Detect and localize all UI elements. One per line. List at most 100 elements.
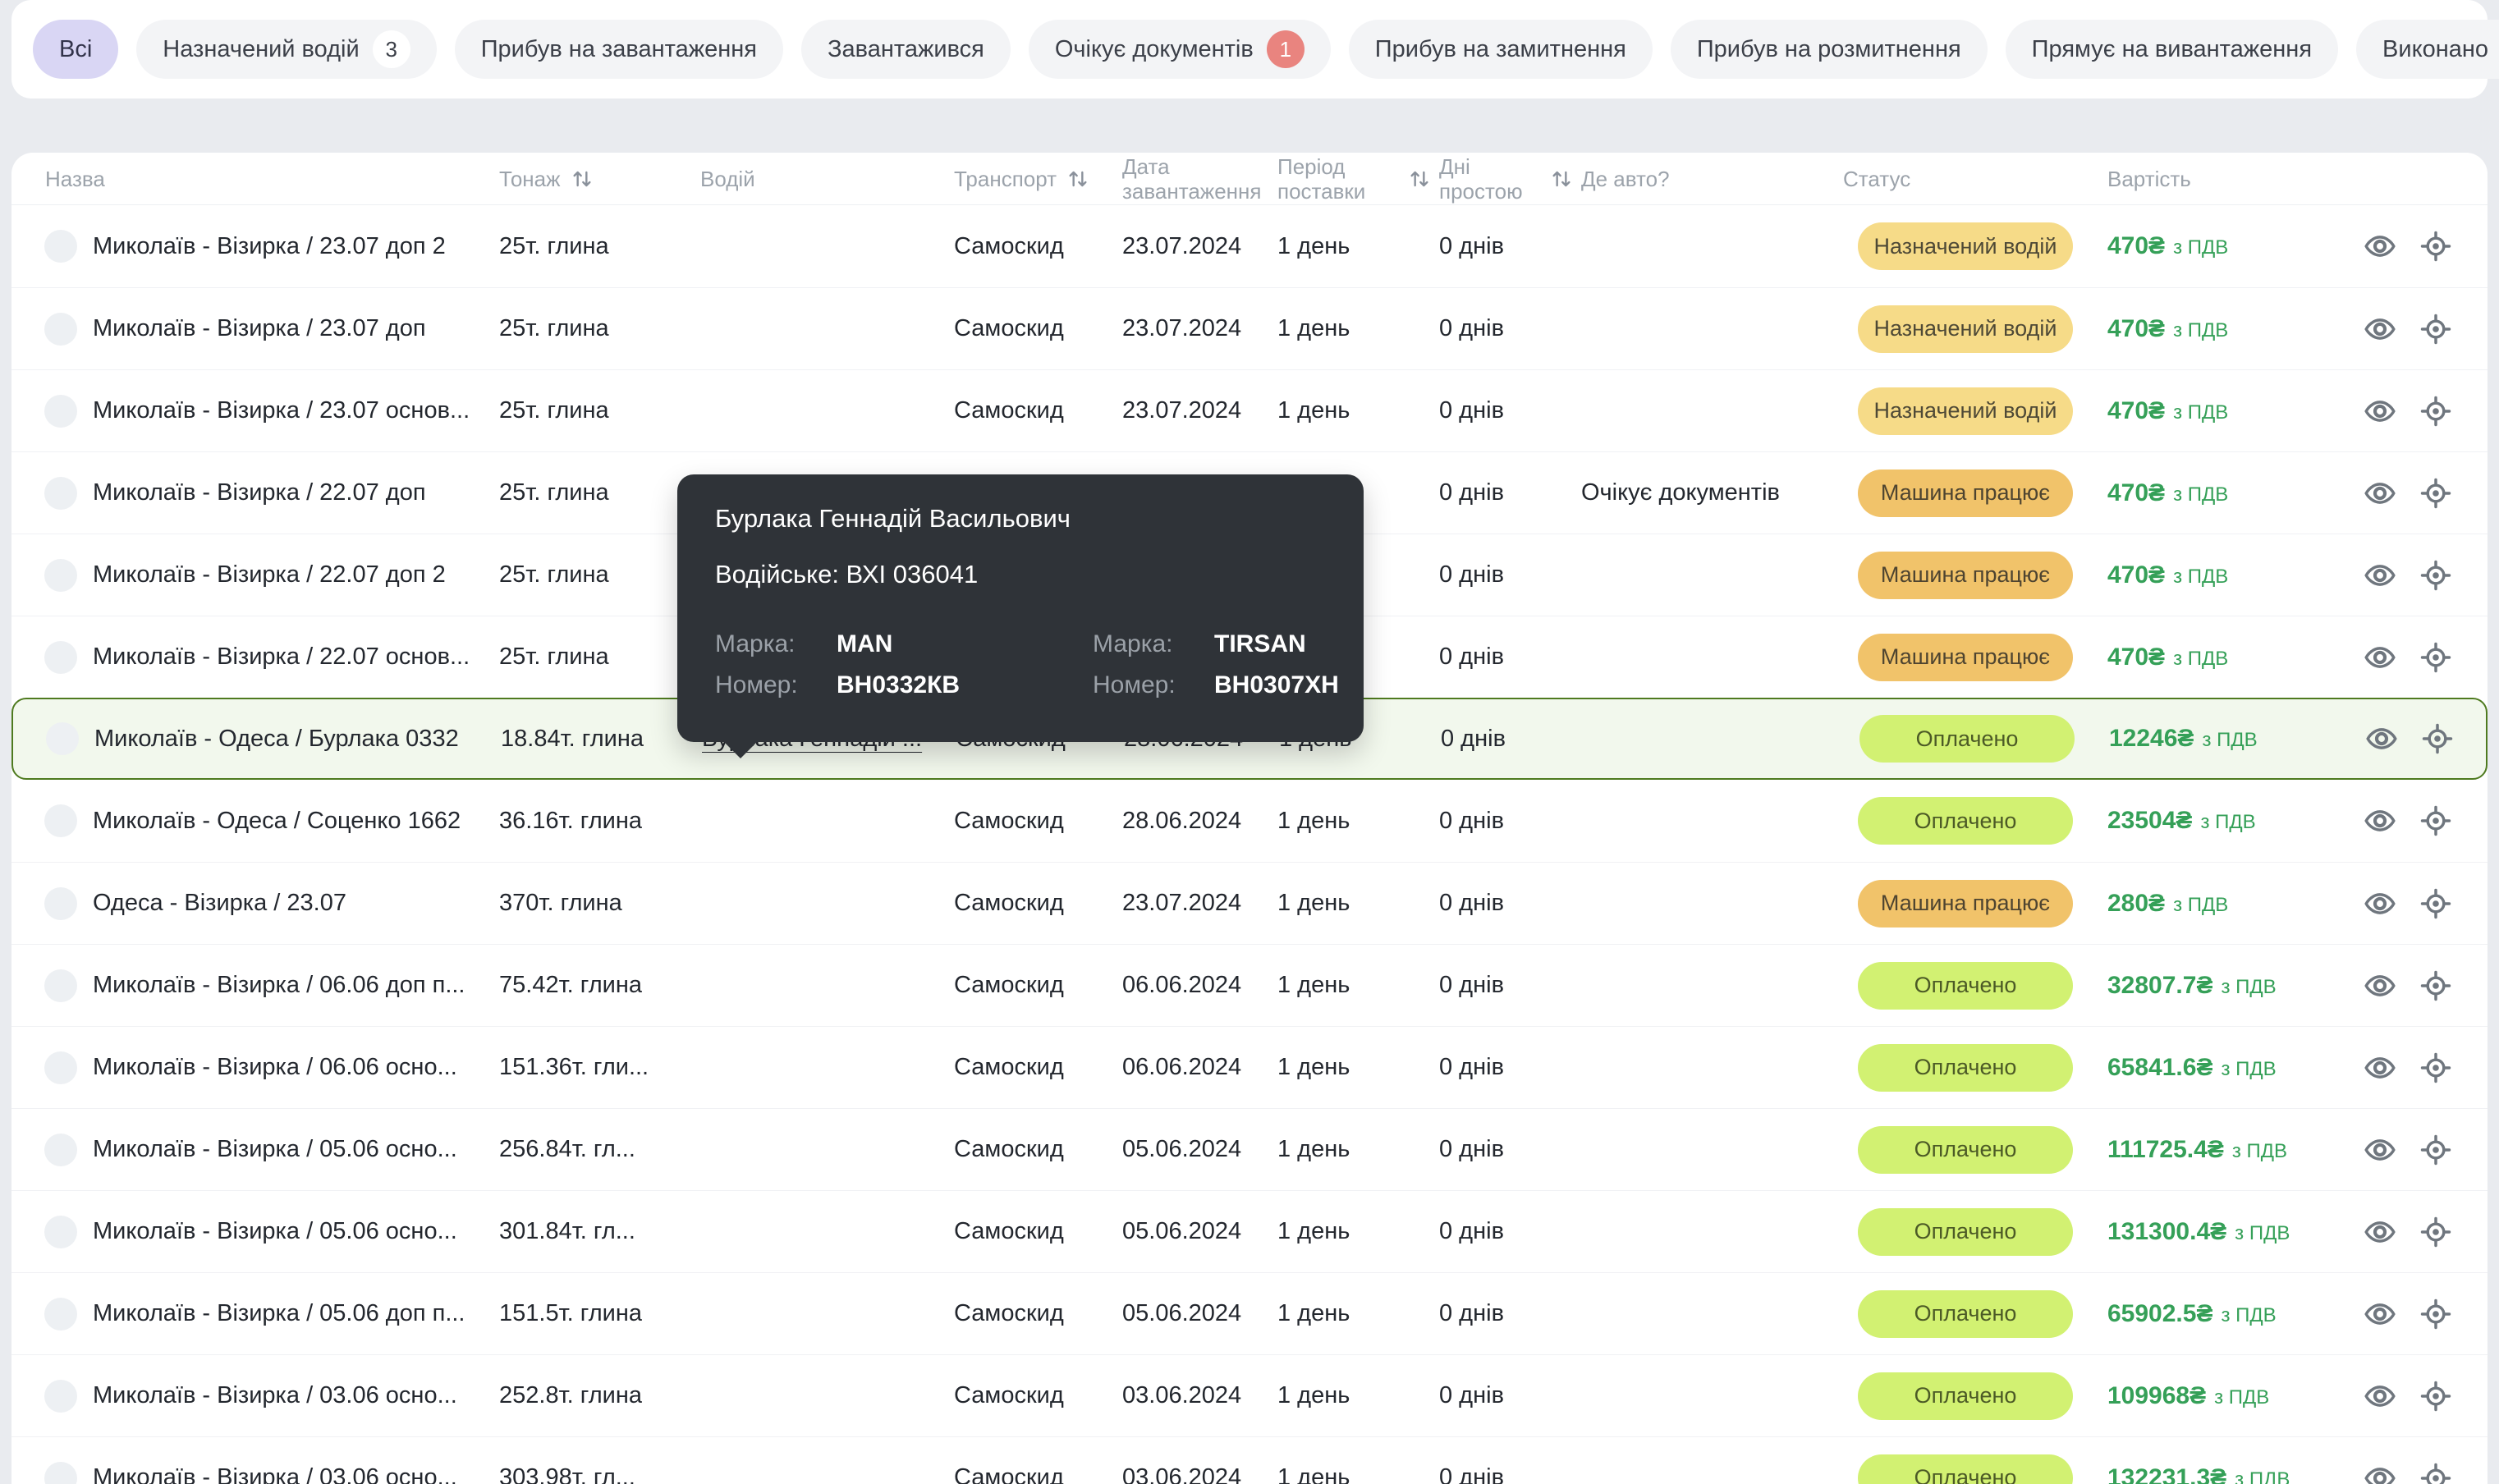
column-header[interactable]: Статус xyxy=(1836,167,2101,191)
table-row[interactable]: Миколаїв - Візирка / 06.06 доп п... 75.4… xyxy=(11,944,2488,1026)
row-checkbox[interactable] xyxy=(44,312,77,346)
filter-chip[interactable]: Очікує документів 1 xyxy=(1028,20,1331,79)
view-order-button[interactable] xyxy=(2366,723,2397,754)
column-header[interactable]: Транспорт xyxy=(947,166,1116,192)
row-checkbox[interactable] xyxy=(44,1379,77,1413)
vat-label: з ПДВ xyxy=(2235,1221,2290,1244)
column-header[interactable]: Тонаж xyxy=(493,166,694,192)
table-row[interactable]: Миколаїв - Візирка / 03.06 осно... 252.8… xyxy=(11,1354,2488,1436)
crosshair-location-icon xyxy=(2420,231,2451,262)
locate-vehicle-button[interactable] xyxy=(2420,1134,2451,1166)
filter-chip-label: Прибув на завантаження xyxy=(480,35,758,62)
view-order-button[interactable] xyxy=(2364,231,2396,262)
view-order-button[interactable] xyxy=(2364,1381,2396,1412)
table-row[interactable]: Миколаїв - Візирка / 23.07 доп 25т. глин… xyxy=(11,287,2488,369)
view-order-button[interactable] xyxy=(2364,1216,2396,1248)
sort-icon[interactable] xyxy=(1406,166,1433,192)
view-order-button[interactable] xyxy=(2364,805,2396,836)
row-checkbox[interactable] xyxy=(46,722,79,755)
row-checkbox[interactable] xyxy=(44,230,77,263)
view-order-button[interactable] xyxy=(2364,1463,2396,1484)
row-checkbox[interactable] xyxy=(44,804,77,837)
row-checkbox[interactable] xyxy=(44,969,77,1002)
view-order-button[interactable] xyxy=(2364,1298,2396,1330)
column-header[interactable]: Вартість xyxy=(2101,167,2359,191)
order-tonnage: 370т. глина xyxy=(499,890,622,916)
view-order-button[interactable] xyxy=(2364,970,2396,1001)
locate-vehicle-button[interactable] xyxy=(2420,970,2451,1001)
filter-chip[interactable]: Прибув на завантаження xyxy=(454,20,784,79)
row-checkbox[interactable] xyxy=(44,558,77,592)
locate-vehicle-button[interactable] xyxy=(2420,1052,2451,1083)
locate-vehicle-button[interactable] xyxy=(2420,396,2451,427)
table-row[interactable]: Одеса - Візирка / 23.07 370т. глина Само… xyxy=(11,862,2488,944)
status-badge: Назначений водій xyxy=(1858,305,2073,353)
locate-vehicle-button[interactable] xyxy=(2420,478,2451,509)
filter-chip[interactable]: Завантажився xyxy=(801,20,1011,79)
locate-vehicle-button[interactable] xyxy=(2420,1216,2451,1248)
view-order-button[interactable] xyxy=(2364,1134,2396,1166)
filter-chip-count-badge: 3 xyxy=(372,30,410,68)
table-row[interactable]: Миколаїв - Візирка / 03.06 осно... 303.9… xyxy=(11,1436,2488,1484)
table-row[interactable]: Миколаїв - Одеса / Соценко 1662 36.16т. … xyxy=(11,780,2488,862)
crosshair-location-icon xyxy=(2420,1463,2451,1484)
order-idle-days: 0 днів xyxy=(1439,1136,1504,1162)
view-order-button[interactable] xyxy=(2364,560,2396,591)
row-checkbox[interactable] xyxy=(44,394,77,428)
order-status-cell: Оплачено xyxy=(1836,797,2101,845)
locate-vehicle-button[interactable] xyxy=(2420,314,2451,345)
row-checkbox[interactable] xyxy=(44,886,77,920)
column-header[interactable]: Дні простою xyxy=(1433,154,1575,204)
row-checkbox[interactable] xyxy=(44,1051,77,1084)
column-header[interactable]: Назва xyxy=(11,167,493,191)
view-order-button[interactable] xyxy=(2364,888,2396,919)
view-order-button[interactable] xyxy=(2364,478,2396,509)
row-checkbox[interactable] xyxy=(44,476,77,510)
table-row[interactable]: Миколаїв - Візирка / 23.07 доп 2 25т. гл… xyxy=(11,205,2488,287)
filter-chip[interactable]: Прибув на розмитнення xyxy=(1670,20,1988,79)
locate-vehicle-button[interactable] xyxy=(2420,1298,2451,1330)
filter-chip[interactable]: Назначений водій 3 xyxy=(136,20,437,79)
column-header[interactable]: Дата завантаження xyxy=(1116,154,1271,204)
table-row[interactable]: Миколаїв - Візирка / 06.06 осно... 151.3… xyxy=(11,1026,2488,1108)
filter-chip[interactable]: Всі xyxy=(33,20,119,79)
order-cost-cell: 470₴ з ПДВ xyxy=(2101,315,2359,343)
sort-icon[interactable] xyxy=(1065,166,1091,192)
view-order-button[interactable] xyxy=(2364,314,2396,345)
view-order-button[interactable] xyxy=(2364,1052,2396,1083)
table-row[interactable]: Миколаїв - Візирка / 22.07 основ... 25т.… xyxy=(11,616,2488,698)
row-checkbox[interactable] xyxy=(44,1215,77,1248)
driver-license: Водійське: ВХІ 036041 xyxy=(715,560,979,589)
table-row[interactable]: Миколаїв - Візирка / 23.07 основ... 25т.… xyxy=(11,369,2488,451)
locate-vehicle-button[interactable] xyxy=(2420,560,2451,591)
view-order-button[interactable] xyxy=(2364,642,2396,673)
filter-chip[interactable]: Прямує на вивантаження xyxy=(2005,20,2339,79)
order-cost-cell: 470₴ з ПДВ xyxy=(2101,644,2359,671)
sort-icon[interactable] xyxy=(1548,166,1575,192)
column-header[interactable]: Де авто? xyxy=(1575,167,1836,191)
locate-vehicle-button[interactable] xyxy=(2420,642,2451,673)
row-checkbox[interactable] xyxy=(44,1461,77,1484)
locate-vehicle-button[interactable] xyxy=(2420,1381,2451,1412)
locate-vehicle-button[interactable] xyxy=(2420,888,2451,919)
eye-icon xyxy=(2364,1385,2396,1407)
row-checkbox-cell xyxy=(11,1215,86,1248)
row-checkbox[interactable] xyxy=(44,640,77,674)
table-row[interactable]: Миколаїв - Візирка / 05.06 осно... 301.8… xyxy=(11,1190,2488,1272)
filter-chip[interactable]: Прибув на замитнення xyxy=(1348,20,1653,79)
row-checkbox[interactable] xyxy=(44,1133,77,1166)
row-checkbox[interactable] xyxy=(44,1297,77,1331)
table-row[interactable]: Миколаїв - Візирка / 05.06 доп п... 151.… xyxy=(11,1272,2488,1354)
sort-icon[interactable] xyxy=(569,166,595,192)
table-row[interactable]: Миколаїв - Візирка / 05.06 осно... 256.8… xyxy=(11,1108,2488,1190)
view-order-button[interactable] xyxy=(2364,396,2396,427)
locate-vehicle-button[interactable] xyxy=(2420,805,2451,836)
locate-vehicle-button[interactable] xyxy=(2422,723,2453,754)
table-header: Назва Тонаж Водій Транспорт Дата заванта… xyxy=(11,153,2488,205)
column-header[interactable]: Водій xyxy=(694,167,947,191)
filter-chip[interactable]: Виконано 12 xyxy=(2356,20,2499,79)
locate-vehicle-button[interactable] xyxy=(2420,231,2451,262)
table-row[interactable]: Миколаїв - Візирка / 22.07 доп 25т. глин… xyxy=(11,451,2488,534)
locate-vehicle-button[interactable] xyxy=(2420,1463,2451,1484)
column-header[interactable]: Період поставки xyxy=(1271,154,1433,204)
